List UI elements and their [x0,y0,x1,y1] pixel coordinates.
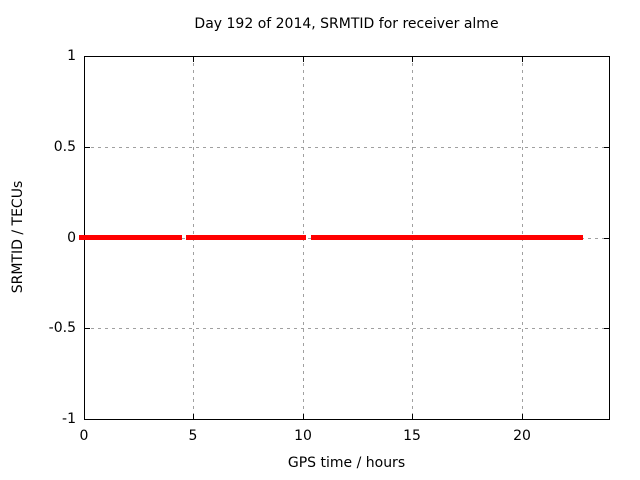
series-segment [79,235,182,240]
y-tick-mark [85,147,90,148]
x-axis-label: GPS time / hours [287,455,406,471]
y-tick-mark [604,328,609,329]
series-segment [311,235,583,240]
x-tick-mark [412,414,413,419]
y-tick-label: -1 [62,411,76,427]
x-tick-mark [303,57,304,62]
y-tick-mark [604,147,609,148]
y-tick-mark [604,238,609,239]
h-gridline [84,328,609,329]
chart-title: Day 192 of 2014, SRMTID for receiver alm… [194,16,499,32]
h-gridline [84,147,609,148]
x-tick-mark [193,414,194,419]
x-tick-mark [303,414,304,419]
y-tick-label: -0.5 [48,320,76,336]
y-tick-mark [85,328,90,329]
x-tick-mark [522,414,523,419]
y-tick-label: 0 [67,230,76,246]
y-tick-label: 1 [67,48,76,64]
x-tick-mark [412,57,413,62]
x-tick-label: 20 [513,428,531,444]
x-tick-label: 15 [403,428,421,444]
x-tick-label: 0 [79,428,89,444]
x-tick-label: 10 [294,428,312,444]
series-segment [186,235,306,240]
y-tick-label: 0.5 [53,139,76,155]
x-tick-mark [193,57,194,62]
x-tick-mark [522,57,523,62]
x-tick-label: 5 [188,428,198,444]
